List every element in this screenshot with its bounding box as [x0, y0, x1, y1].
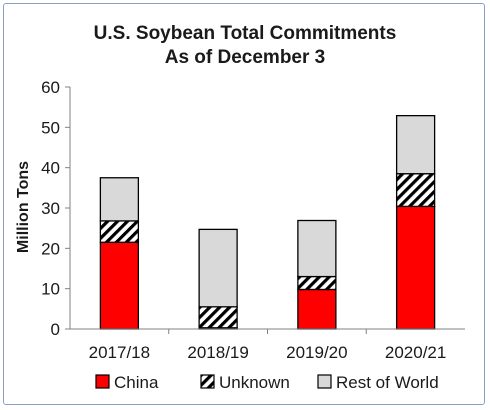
legend-label-unknown: Unknown	[219, 373, 290, 392]
y-axis-label: Million Tons	[15, 161, 32, 253]
legend-label-china: China	[114, 373, 159, 392]
y-tick-label-3: 30	[41, 199, 60, 218]
y-tick-label-4: 40	[41, 159, 60, 178]
x-tick-label-2: 2019/20	[286, 343, 347, 362]
x-tick-label-3: 2020/21	[385, 343, 446, 362]
bar-china-3	[395, 205, 436, 330]
x-tick-label-1: 2018/19	[187, 343, 248, 362]
chart-title: U.S. Soybean Total Commitments	[94, 23, 397, 44]
y-tick-label-2: 20	[41, 239, 60, 258]
legend-swatch-unknown	[200, 374, 215, 389]
bar-china-0	[99, 241, 140, 330]
bars-group	[99, 114, 436, 330]
y-tick-label-6: 60	[41, 78, 60, 97]
legend-swatch-rest-of-world	[317, 374, 332, 389]
x-tick-label-0: 2017/18	[89, 343, 150, 362]
legend-swatch-china	[95, 374, 110, 389]
y-tick-label-5: 50	[41, 118, 60, 137]
bar-unknown-3	[395, 173, 436, 208]
y-axis: 0 10 20 30 40 50 60	[41, 78, 71, 339]
bar-rest-of-world-2	[297, 219, 337, 278]
bar-unknown-0	[99, 220, 140, 243]
bar-rest-of-world-3	[395, 114, 436, 175]
bar-rest-of-world-0	[99, 177, 140, 222]
bar-rest-of-world-1	[198, 228, 238, 308]
bar-china-2	[297, 288, 337, 330]
bar-unknown-2	[297, 275, 337, 291]
chart-subtitle: As of December 3	[165, 47, 326, 68]
legend-label-rest-of-world: Rest of World	[336, 373, 439, 392]
legend: China Unknown Rest of World	[95, 373, 439, 392]
bar-unknown-1	[198, 306, 238, 329]
x-axis: 2017/18 2018/19 2019/20 2020/21	[70, 328, 465, 362]
y-tick-label-1: 10	[41, 280, 60, 299]
y-tick-label-0: 0	[51, 320, 60, 339]
